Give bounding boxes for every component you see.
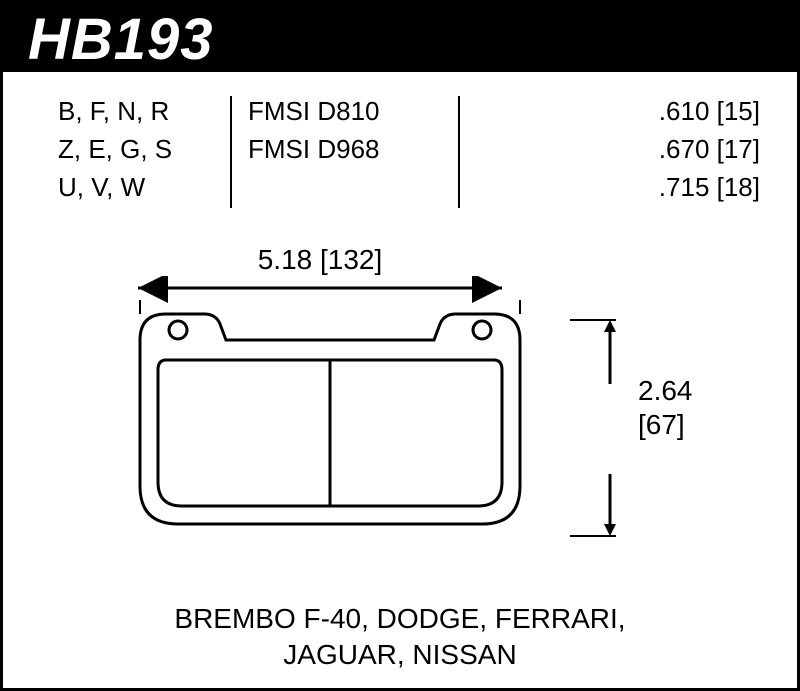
height-dimension-arrow <box>570 314 640 544</box>
height-dimension-label: 2.64 [67] <box>638 374 728 442</box>
thickness-row-3: .715 [18] <box>600 168 760 206</box>
fmsi-column: FMSI D810 FMSI D968 <box>248 92 448 168</box>
diagram-area: 5.18 [132] <box>0 230 800 590</box>
applications-line-1: BREMBO F-40, DODGE, FERRARI, <box>0 601 800 637</box>
width-dimension: 5.18 [132] <box>130 244 510 284</box>
height-dimension: 2.64 [67] <box>570 314 700 514</box>
compounds-row-3: U, V, W <box>58 168 228 206</box>
height-mm: [67] <box>638 408 728 442</box>
thickness-column: .610 [15] .670 [17] .715 [18] <box>600 92 760 206</box>
applications-text: BREMBO F-40, DODGE, FERRARI, JAGUAR, NIS… <box>0 601 800 673</box>
thickness-row-1: .610 [15] <box>600 92 760 130</box>
brake-pad-outline <box>100 300 560 540</box>
width-dimension-label: 5.18 [132] <box>130 244 510 276</box>
compounds-row-2: Z, E, G, S <box>58 130 228 168</box>
compounds-column: B, F, N, R Z, E, G, S U, V, W <box>58 92 228 206</box>
thickness-row-2: .670 [17] <box>600 130 760 168</box>
fmsi-row-1: FMSI D810 <box>248 92 448 130</box>
compounds-row-1: B, F, N, R <box>58 92 228 130</box>
fmsi-row-2: FMSI D968 <box>248 130 448 168</box>
applications-line-2: JAGUAR, NISSAN <box>0 637 800 673</box>
divider-1 <box>230 96 232 208</box>
divider-2 <box>458 96 460 208</box>
height-in: 2.64 <box>638 374 728 408</box>
spec-table: B, F, N, R Z, E, G, S U, V, W FMSI D810 … <box>58 92 760 212</box>
